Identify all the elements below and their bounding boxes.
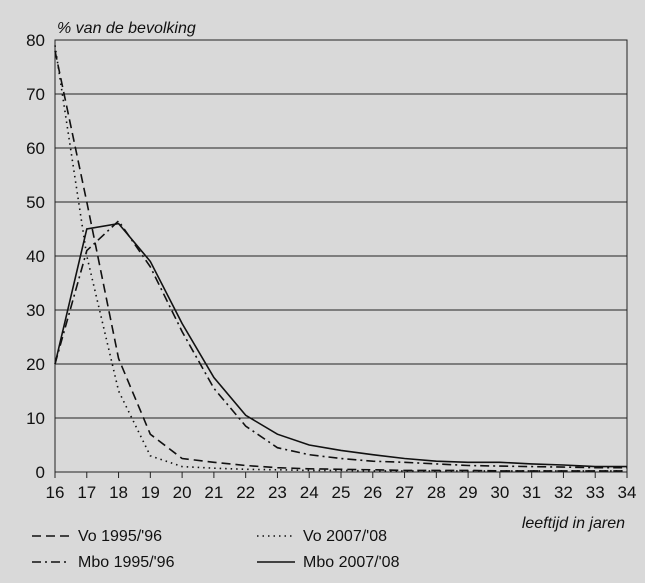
x-tick-label: 22 xyxy=(236,483,255,502)
x-tick-label: 24 xyxy=(300,483,319,502)
x-tick-label: 17 xyxy=(77,483,96,502)
x-tick-label: 31 xyxy=(522,483,541,502)
y-tick-label: 50 xyxy=(26,193,45,212)
x-tick-label: 30 xyxy=(490,483,509,502)
legend-label: Vo 2007/'08 xyxy=(303,528,387,545)
x-tick-label: 34 xyxy=(618,483,637,502)
legend: Vo 1995/'96 Vo 2007/'08 Mbo 1995/'96 Mbo 20… xyxy=(32,528,400,571)
x-tick-label: 27 xyxy=(395,483,414,502)
x-tick-label: 26 xyxy=(363,483,382,502)
y-axis-ticks: 0 10 20 30 40 50 60 70 80 xyxy=(26,31,45,482)
x-tick-label: 19 xyxy=(141,483,160,502)
x-tick-label: 21 xyxy=(204,483,223,502)
x-tick-label: 20 xyxy=(173,483,192,502)
legend-label: Mbo 2007/'08 xyxy=(303,554,400,571)
x-tick-label: 16 xyxy=(46,483,65,502)
x-tick-label: 23 xyxy=(268,483,287,502)
x-axis-title: leeftijd in jaren xyxy=(522,515,625,532)
x-axis-ticks: 16 17 18 19 20 21 22 23 24 25 26 27 28 29 30 31 32 33 34 xyxy=(46,472,637,502)
y-tick-label: 70 xyxy=(26,85,45,104)
y-tick-label: 60 xyxy=(26,139,45,158)
y-tick-label: 80 xyxy=(26,31,45,50)
legend-label: Mbo 1995/'96 xyxy=(78,554,175,571)
x-tick-label: 32 xyxy=(554,483,573,502)
y-tick-label: 30 xyxy=(26,301,45,320)
y-tick-label: 40 xyxy=(26,247,45,266)
x-tick-label: 18 xyxy=(109,483,128,502)
y-tick-label: 10 xyxy=(26,409,45,428)
legend-label: Vo 1995/'96 xyxy=(78,528,162,545)
y-tick-label: 0 xyxy=(36,463,45,482)
y-tick-label: 20 xyxy=(26,355,45,374)
x-tick-label: 25 xyxy=(332,483,351,502)
x-tick-label: 33 xyxy=(586,483,605,502)
y-axis-title: % van de bevolking xyxy=(57,20,196,37)
x-tick-label: 28 xyxy=(427,483,446,502)
x-tick-label: 29 xyxy=(459,483,478,502)
